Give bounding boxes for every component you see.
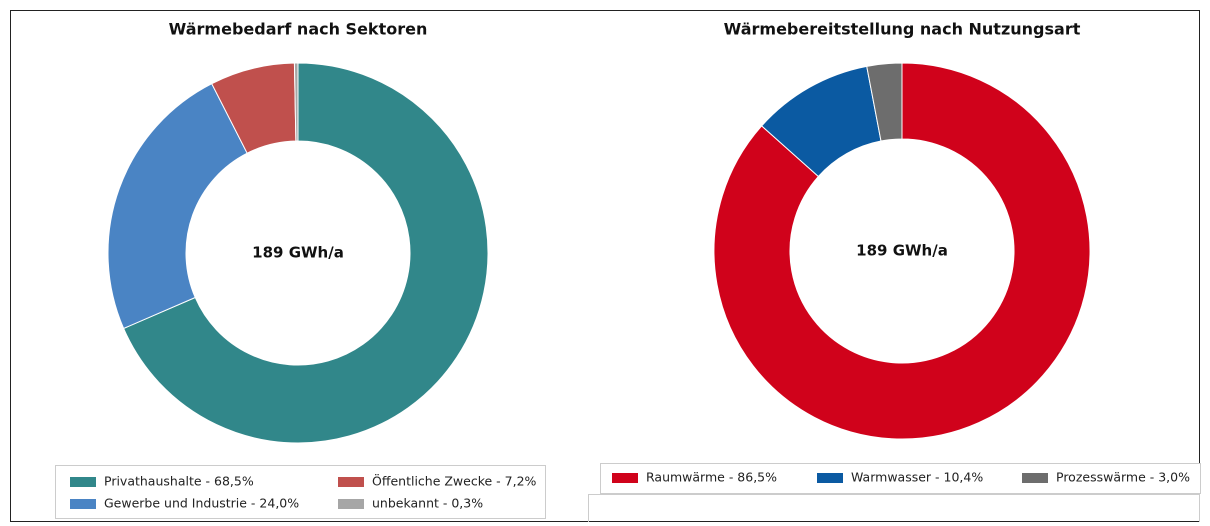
legend-label: Prozesswärme - 3,0%: [1056, 470, 1190, 485]
donut-segment: [713, 62, 1091, 440]
legend-box: [55, 465, 546, 519]
chart-title: Wärmebedarf nach Sektoren: [169, 20, 428, 39]
donut-segment: [107, 83, 248, 330]
legend-label: unbekannt - 0,3%: [372, 496, 483, 511]
legend-label: Raumwärme - 86,5%: [646, 470, 777, 485]
legend-label: Privathaushalte - 68,5%: [104, 474, 254, 489]
legend-swatch: [338, 477, 364, 487]
legend-swatch: [338, 499, 364, 509]
legend-label: Öffentliche Zwecke - 7,2%: [372, 473, 537, 489]
legend-swatch: [70, 499, 96, 509]
legend-swatch: [612, 473, 638, 483]
legend-swatch: [817, 473, 843, 483]
center-label: 189 GWh/a: [252, 244, 344, 262]
legend-box: [600, 463, 1201, 494]
legend-swatch: [70, 477, 96, 487]
legend-label: Warmwasser - 10,4%: [851, 470, 983, 485]
donut-segment: [866, 62, 903, 142]
frame-inner: [588, 494, 1200, 525]
donut-segment: [293, 62, 299, 142]
legend-swatch: [1022, 473, 1048, 483]
center-label: 189 GWh/a: [856, 242, 948, 260]
donut-segment: [122, 62, 489, 444]
legend-label: Gewerbe und Industrie - 24,0%: [104, 496, 299, 511]
chart-title: Wärmebereitstellung nach Nutzungsart: [724, 20, 1081, 39]
